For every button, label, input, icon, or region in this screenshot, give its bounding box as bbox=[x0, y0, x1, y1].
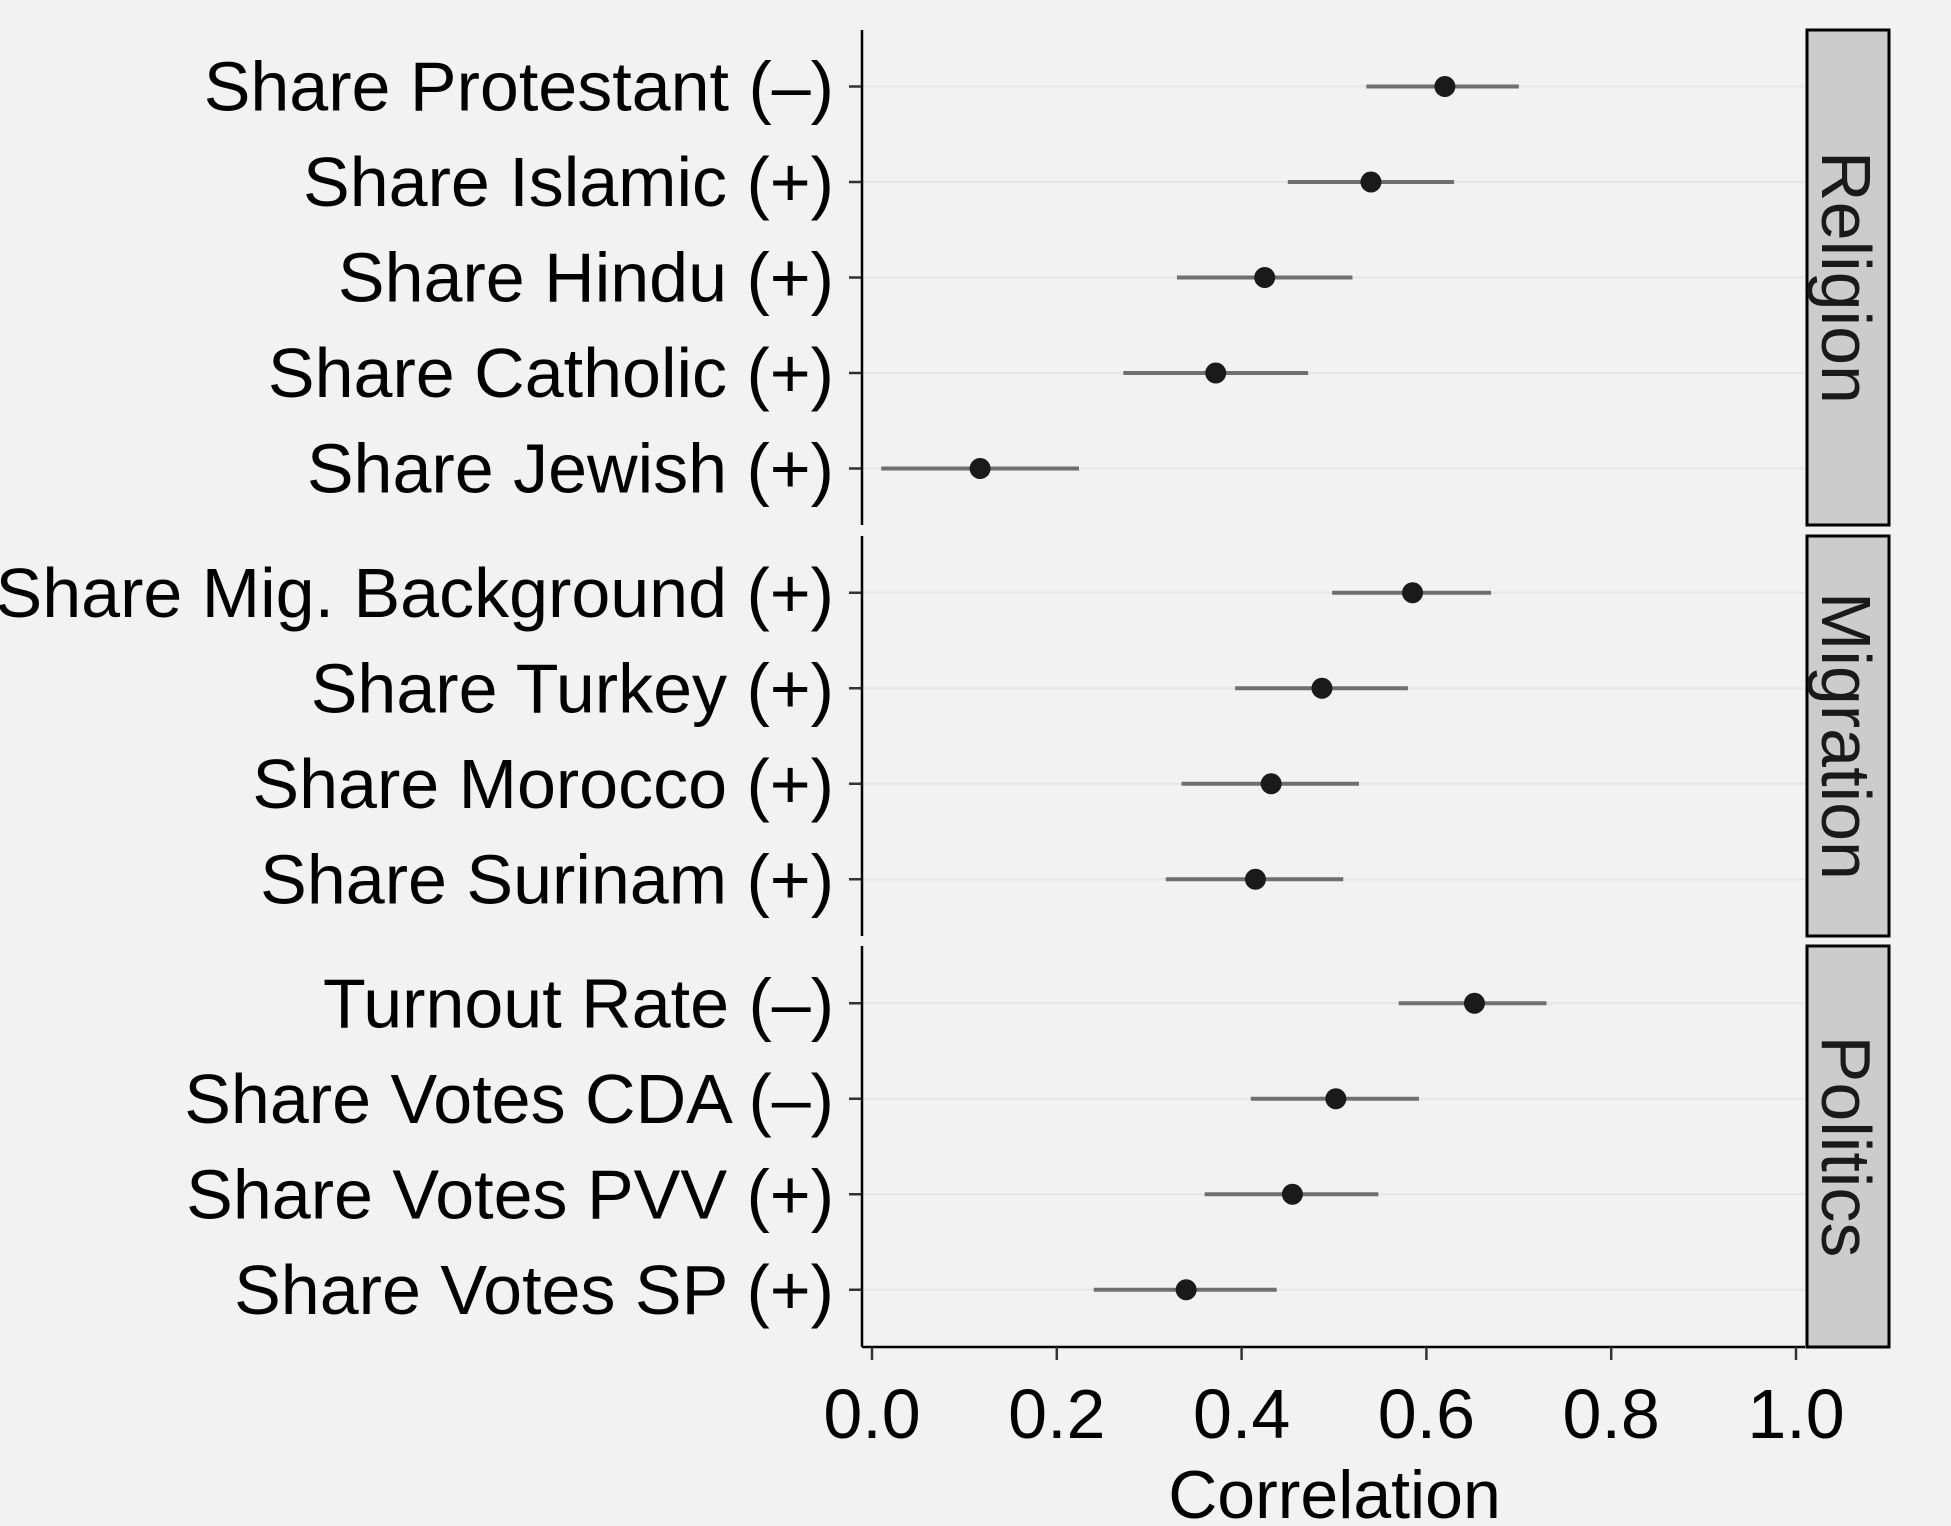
x-tick-label: 0.2 bbox=[1008, 1375, 1105, 1453]
point-estimate bbox=[1402, 582, 1424, 604]
point-estimate bbox=[1205, 362, 1227, 384]
point-estimate bbox=[1434, 76, 1456, 97]
y-tick-label: Share Surinam (+) bbox=[260, 840, 834, 918]
facet-strip-label: Migration bbox=[1807, 592, 1885, 880]
facet-strip bbox=[1805, 28, 1891, 527]
point-estimate bbox=[1463, 992, 1485, 1014]
x-tick-label: 1.0 bbox=[1747, 1375, 1844, 1453]
x-tick-label: 0.0 bbox=[823, 1375, 920, 1453]
facet-strip bbox=[1805, 944, 1891, 1349]
x-tick-label: 0.8 bbox=[1563, 1375, 1660, 1453]
y-tick-label: Share Mig. Background (+) bbox=[0, 554, 834, 632]
y-tick-label: Share Catholic (+) bbox=[268, 334, 834, 412]
point-estimate bbox=[1325, 1088, 1347, 1110]
x-axis-title: Correlation bbox=[1168, 1457, 1501, 1526]
y-tick-label: Share Votes SP (+) bbox=[234, 1251, 834, 1329]
y-tick-label: Share Morocco (+) bbox=[252, 745, 834, 823]
y-tick-label: Share Jewish (+) bbox=[307, 430, 834, 508]
point-estimate bbox=[969, 458, 991, 479]
facet-strip-label: Religion bbox=[1807, 151, 1885, 404]
facet-strip bbox=[1805, 534, 1891, 938]
y-tick-label: Turnout Rate (–) bbox=[323, 964, 834, 1042]
facet-panel-politics bbox=[862, 946, 1805, 1347]
point-estimate bbox=[1281, 1183, 1303, 1205]
y-tick-label: Share Islamic (+) bbox=[303, 143, 834, 221]
point-estimate bbox=[1175, 1279, 1197, 1301]
x-tick-label: 0.4 bbox=[1193, 1375, 1290, 1453]
x-tick-label: 0.6 bbox=[1378, 1375, 1475, 1453]
point-estimate bbox=[1244, 868, 1266, 890]
facet-panel-migration bbox=[862, 536, 1805, 936]
y-tick-label: Share Hindu (+) bbox=[338, 239, 834, 317]
y-tick-label: Share Protestant (–) bbox=[204, 48, 834, 126]
y-tick-label: Share Turkey (+) bbox=[311, 649, 834, 727]
facet-strip-label: Politics bbox=[1807, 1036, 1885, 1258]
point-estimate bbox=[1254, 267, 1276, 288]
point-estimate bbox=[1311, 677, 1333, 699]
point-estimate bbox=[1360, 171, 1382, 193]
y-tick-label: Share Votes PVV (+) bbox=[186, 1155, 834, 1233]
y-tick-label: Share Votes CDA (–) bbox=[184, 1060, 834, 1138]
point-estimate bbox=[1260, 773, 1282, 795]
